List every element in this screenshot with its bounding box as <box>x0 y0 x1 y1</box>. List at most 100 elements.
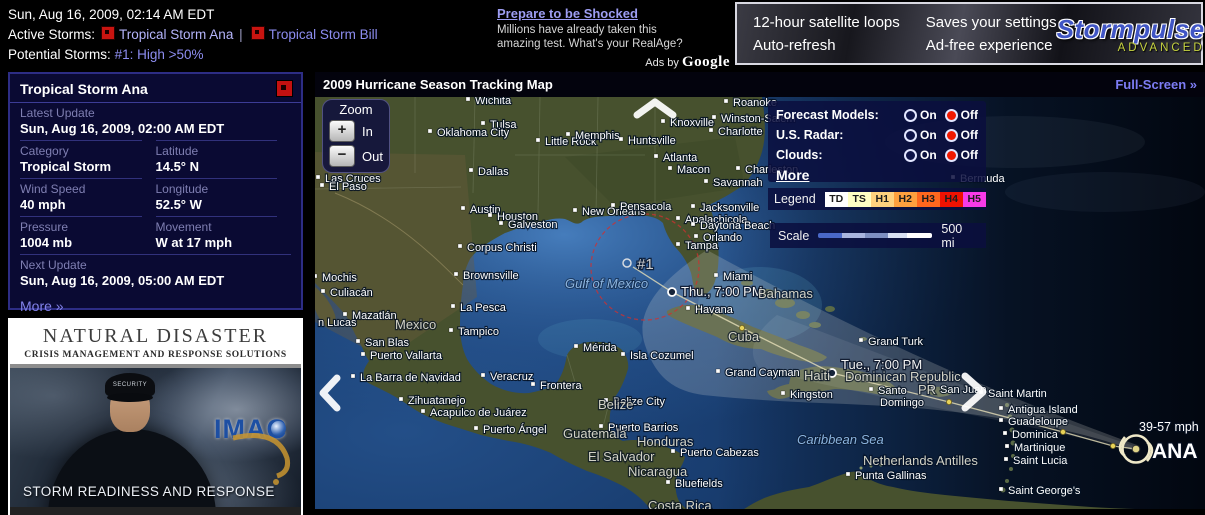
city-dot <box>420 408 426 414</box>
city-dot <box>468 167 474 173</box>
storm-symbol-ana[interactable] <box>1118 434 1154 464</box>
region-label: Bahamas <box>758 286 813 301</box>
field-label: Movement <box>155 220 212 234</box>
storm-link-ana[interactable]: Tropical Storm Ana <box>119 27 234 42</box>
track-point[interactable] <box>1110 442 1117 449</box>
city-label: Little Rock <box>545 136 597 148</box>
layers-more-link[interactable]: More <box>776 167 810 183</box>
map-canvas[interactable]: #1 Thu., 7:00 PM Tue., 7:00 PM ANA 39-57 mp… <box>315 97 1205 515</box>
radio-on-label: On <box>920 108 937 122</box>
city-label: Domingo <box>880 397 924 409</box>
city-label: La Barra de Navidad <box>360 372 461 384</box>
potential-area-circle <box>590 213 700 321</box>
forecast-cone <box>642 250 1137 452</box>
city-label: Zihuatanejo <box>408 395 466 407</box>
city-dot <box>450 303 456 309</box>
legend-category-H2: H2 <box>893 191 917 207</box>
city-label: Wichita <box>475 97 512 107</box>
south-america <box>735 471 1205 515</box>
city-dot <box>1003 456 1009 462</box>
city-dot <box>685 305 691 311</box>
city-dot <box>667 165 673 171</box>
city-label: Grand Turk <box>868 336 924 348</box>
city-dot <box>610 202 616 208</box>
track-point[interactable] <box>946 398 953 405</box>
forecast-waypoint[interactable] <box>827 368 837 378</box>
city-dot <box>355 338 361 344</box>
city-dot <box>715 368 721 374</box>
storm-more-link[interactable]: More » <box>20 298 64 314</box>
ad-title-link[interactable]: Prepare to be Shocked <box>497 6 638 21</box>
hispaniola <box>771 366 899 396</box>
storm-name-label: ANA <box>1152 440 1198 463</box>
forecast-track-line <box>632 266 1137 450</box>
stormpulse-wordmark: Stormpulse <box>1056 13 1205 44</box>
pan-up-arrow[interactable] <box>633 98 677 119</box>
radio-off[interactable] <box>944 128 958 142</box>
stormpulse-advanced-banner[interactable]: 12-hour satellite loops Auto-refresh Sav… <box>735 2 1205 65</box>
zoom-out-button[interactable]: − <box>329 145 355 167</box>
ad-body-line1: Millions have already taken this <box>497 24 657 36</box>
field-wind-speed: Wind Speed 40 mph <box>20 178 142 216</box>
field-latest-update: Latest Update Sun, Aug 16, 2009, 02:00 A… <box>20 103 291 140</box>
radio-on[interactable] <box>904 128 917 142</box>
banner-header: NATURAL DISASTER CRISIS MANAGEMENT AND R… <box>10 320 301 368</box>
close-icon[interactable] <box>276 80 293 97</box>
field-value: Sun, Aug 16, 2009, 05:00 AM EDT <box>20 273 225 288</box>
legend-bar: Legend TD TS H1 H2 H3 H4 H5 <box>768 188 986 210</box>
city-dot <box>473 425 479 431</box>
city-dot <box>670 448 676 454</box>
city-label: Atlanta <box>663 152 698 164</box>
city-label: Santo <box>878 385 907 397</box>
city-dot <box>653 153 659 159</box>
city-label: Tampa <box>685 240 719 252</box>
google-logo: Google <box>682 54 730 70</box>
scale-value: 500 mi <box>941 221 963 250</box>
city-dot <box>320 288 326 294</box>
region-label: Mexico <box>395 317 436 332</box>
stormpulse-logo: Stormpulse ADVANCED <box>1057 14 1205 54</box>
city-dot <box>480 372 486 378</box>
city-label: Pensacola <box>620 201 672 213</box>
city-dot <box>675 215 681 221</box>
storm-link-bill[interactable]: Tropical Storm Bill <box>268 27 378 42</box>
city-label: Grand Cayman <box>725 367 800 379</box>
city-label: Veracruz <box>490 371 533 383</box>
radio-off[interactable] <box>944 108 958 122</box>
ads-by-google[interactable]: Ads by Google <box>497 54 730 71</box>
city-label: Roanoke <box>733 97 777 109</box>
radio-on[interactable] <box>904 148 917 162</box>
pan-right-arrow[interactable] <box>961 372 987 412</box>
city-label: Frontera <box>540 380 582 392</box>
radio-on[interactable] <box>904 108 917 122</box>
legend-category-H4: H4 <box>939 191 963 207</box>
field-value: W at 17 mph <box>155 235 233 250</box>
region-label: Cuba <box>728 329 760 344</box>
zoom-in-button[interactable]: + <box>329 120 355 142</box>
fullscreen-link[interactable]: Full-Screen » <box>1115 77 1197 92</box>
potential-marker-dot[interactable] <box>622 258 632 268</box>
track-point[interactable] <box>738 324 745 331</box>
forecast-waypoint[interactable] <box>667 287 677 297</box>
city-dot <box>735 165 741 171</box>
radio-off[interactable] <box>944 148 958 162</box>
tracking-map[interactable]: #1 Thu., 7:00 PM Tue., 7:00 PM ANA 39-57 mp… <box>315 97 1205 515</box>
track-point[interactable] <box>1060 428 1067 435</box>
city-dot <box>868 386 874 392</box>
guard-cap: SECURITY <box>105 373 155 402</box>
zoom-in-label: In <box>362 123 373 139</box>
pan-left-arrow[interactable] <box>319 374 341 412</box>
potential-storm-link[interactable]: #1: High >50% <box>114 47 204 62</box>
city-dot <box>460 205 466 211</box>
city-dot <box>453 271 459 277</box>
city-dot <box>465 97 471 102</box>
imac-banner-ad[interactable]: NATURAL DISASTER CRISIS MANAGEMENT AND R… <box>8 318 303 515</box>
promo-feature: Auto-refresh <box>753 36 836 54</box>
city-label: San Blas <box>365 337 410 349</box>
city-label: Tulsa <box>490 119 517 131</box>
city-label: Puerto Cabezas <box>680 447 759 459</box>
city-label: Oklahoma City <box>437 127 510 139</box>
city-dot <box>845 471 851 477</box>
city-dot <box>427 128 433 134</box>
storm-wind-label: 39-57 mph <box>1139 420 1199 434</box>
